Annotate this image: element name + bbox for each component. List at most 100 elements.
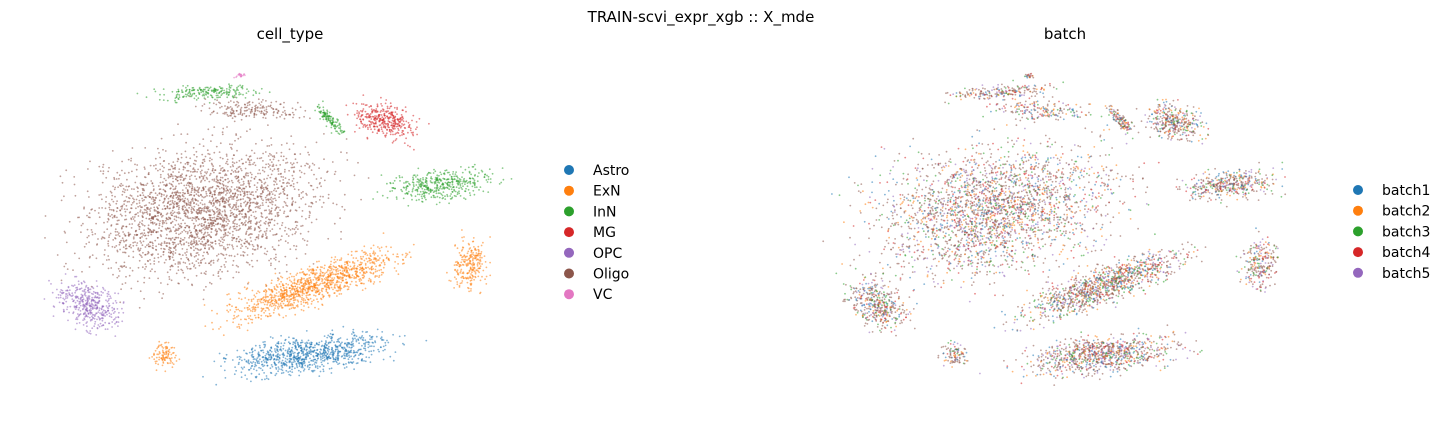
scatter-point: [184, 93, 187, 96]
scatter-point: [248, 216, 251, 219]
scatter-point: [186, 216, 189, 219]
scatter-point: [384, 254, 387, 257]
scatter-point: [277, 295, 280, 298]
scatter-point: [202, 145, 205, 148]
scatter-point: [174, 224, 177, 226]
scatter-point: [473, 163, 476, 166]
scatter-point: [374, 125, 376, 128]
scatter-point: [286, 197, 289, 200]
scatter-point: [146, 182, 149, 185]
scatter-point: [113, 307, 115, 310]
scatter-point: [452, 173, 454, 175]
scatter-point: [108, 166, 110, 169]
scatter-point: [315, 141, 318, 144]
scatter-point: [360, 103, 363, 105]
scatter-point: [212, 262, 215, 264]
scatter-point: [288, 182, 290, 185]
scatter-point: [255, 104, 257, 107]
scatter-point: [191, 197, 194, 200]
scatter-point: [242, 198, 245, 200]
scatter-point: [178, 206, 181, 209]
scatter-point: [230, 212, 232, 215]
scatter-point: [253, 161, 256, 164]
scatter-point: [388, 128, 391, 131]
scatter-point: [165, 179, 167, 182]
scatter-point: [182, 85, 185, 87]
scatter-point: [259, 172, 262, 175]
scatter-point: [118, 232, 120, 235]
scatter-point: [248, 243, 251, 246]
scatter-point: [231, 230, 234, 233]
scatter-point: [411, 198, 413, 201]
scatter-point: [244, 297, 247, 299]
scatter-point: [233, 188, 236, 191]
scatter-point: [239, 210, 242, 213]
scatter-point: [261, 169, 264, 172]
scatter-point: [322, 195, 324, 198]
scatter-point: [57, 293, 60, 296]
scatter-point: [386, 196, 389, 199]
scatter-point: [315, 269, 318, 271]
scatter-point: [189, 204, 192, 207]
scatter-point: [443, 187, 446, 190]
scatter-point: [269, 230, 272, 232]
scatter-point: [362, 276, 365, 279]
scatter-point: [241, 190, 244, 193]
scatter-point: [130, 203, 133, 206]
scatter-point: [239, 227, 242, 230]
scatter-point: [423, 195, 426, 197]
scatter-point: [182, 261, 185, 264]
scatter-point: [200, 189, 203, 192]
scatter-point: [59, 296, 62, 299]
scatter-point: [294, 209, 297, 212]
scatter-point: [196, 89, 199, 91]
scatter-point: [197, 232, 199, 234]
scatter-point: [219, 172, 222, 175]
scatter-point: [265, 230, 268, 232]
scatter-point: [329, 118, 332, 120]
scatter-point: [117, 267, 120, 270]
scatter-point: [167, 173, 170, 176]
scatter-point: [212, 199, 215, 201]
scatter-point: [243, 112, 246, 115]
scatter-point: [148, 201, 151, 204]
scatter-point: [250, 219, 252, 222]
scatter-point: [302, 238, 304, 240]
scatter-point: [283, 200, 286, 203]
scatter-point: [360, 257, 362, 260]
scatter-point: [75, 295, 78, 298]
scatter-point: [219, 176, 222, 179]
scatter-point: [156, 236, 159, 239]
scatter-point: [89, 288, 92, 291]
scatter-point: [210, 264, 212, 266]
scatter-point: [113, 176, 115, 179]
scatter-point: [254, 248, 257, 251]
scatter-point: [189, 252, 192, 255]
scatter-point: [254, 109, 257, 112]
scatter-point: [265, 199, 268, 201]
scatter-point: [204, 179, 206, 182]
scatter-point: [155, 210, 157, 212]
scatter-point: [271, 193, 274, 196]
scatter-point: [216, 230, 219, 233]
scatter-point: [124, 240, 127, 242]
scatter-point: [230, 254, 233, 257]
scatter-point: [205, 93, 208, 96]
scatter-point: [406, 185, 408, 188]
scatter-point: [386, 107, 389, 110]
scatter-point: [272, 248, 275, 251]
scatter-point: [237, 179, 240, 182]
scatter-point: [385, 99, 388, 101]
scatter-point: [120, 182, 123, 185]
scatter-point: [267, 155, 270, 157]
scatter-point: [95, 280, 98, 282]
scatter-point: [167, 174, 170, 177]
scatter-point: [248, 317, 250, 320]
scatter-point: [265, 253, 268, 256]
scatter-point: [157, 256, 160, 259]
scatter-point: [160, 255, 162, 258]
scatter-point: [199, 249, 202, 252]
scatter-point: [464, 168, 467, 171]
scatter-point: [212, 110, 215, 113]
scatter-point: [398, 176, 401, 179]
